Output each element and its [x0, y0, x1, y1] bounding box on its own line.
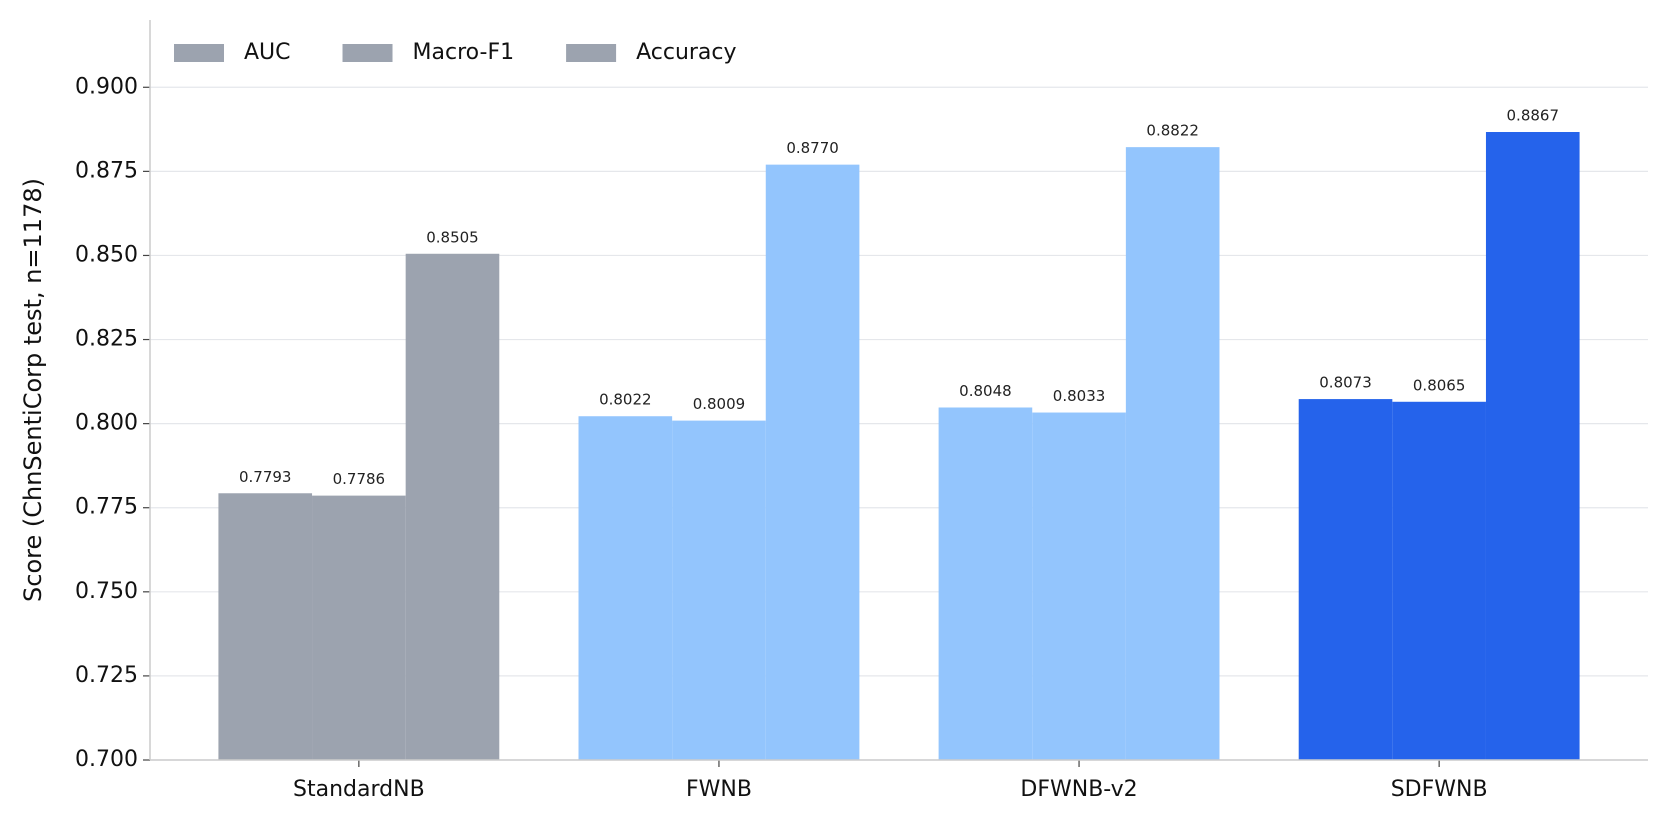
bar: [1125, 147, 1220, 761]
legend-swatch: [342, 44, 393, 62]
bar: [1485, 132, 1580, 760]
y-tick-label: 0.850: [75, 242, 138, 267]
bar: [578, 416, 673, 760]
bar: [1392, 401, 1486, 760]
y-tick-label: 0.800: [75, 411, 138, 436]
legend-label: Macro-F1: [413, 40, 515, 65]
value-label: 0.8009: [693, 395, 746, 413]
x-tick-label: DFWNB-v2: [1020, 777, 1137, 802]
x-tick-label: StandardNB: [293, 777, 425, 802]
y-tick-label: 0.750: [75, 579, 138, 604]
y-tick-label: 0.900: [75, 74, 138, 99]
value-label: 0.7793: [239, 468, 292, 486]
bar: [1298, 399, 1393, 760]
value-label: 0.8770: [786, 139, 839, 157]
value-label: 0.8505: [426, 228, 479, 246]
value-label: 0.8822: [1146, 122, 1199, 140]
y-tick-label: 0.775: [75, 495, 138, 520]
bar: [672, 420, 766, 760]
y-tick-label: 0.875: [75, 158, 138, 183]
bar: [218, 493, 313, 760]
bar: [1032, 412, 1126, 760]
value-label: 0.8073: [1319, 374, 1372, 392]
bar: [938, 407, 1033, 760]
x-tick-label: SDFWNB: [1391, 777, 1488, 802]
legend-swatch: [174, 44, 224, 62]
value-label: 0.8022: [599, 391, 652, 409]
legend-label: AUC: [244, 40, 291, 65]
y-tick-label: 0.825: [75, 327, 138, 352]
y-axis-label: Score (ChnSentiCorp test, n=1178): [19, 178, 47, 602]
value-label: 0.8048: [959, 382, 1012, 400]
bar: [765, 164, 860, 761]
y-tick-label: 0.725: [75, 663, 138, 688]
y-tick-label: 0.700: [75, 747, 138, 772]
value-label: 0.8065: [1413, 376, 1466, 394]
bar: [405, 253, 500, 761]
value-label: 0.8033: [1053, 387, 1106, 405]
bar: [312, 495, 406, 760]
x-tick-label: FWNB: [686, 777, 752, 802]
legend-swatch: [566, 44, 617, 62]
value-label: 0.8867: [1507, 107, 1560, 125]
value-label: 0.7786: [333, 470, 386, 488]
legend-label: Accuracy: [636, 40, 736, 65]
